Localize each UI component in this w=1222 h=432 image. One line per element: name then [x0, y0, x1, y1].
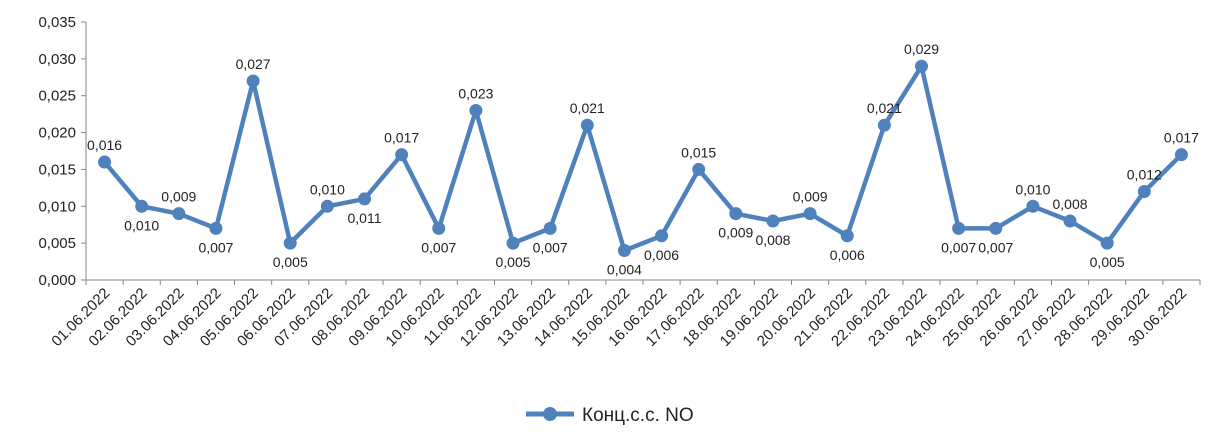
- data-point: [98, 155, 112, 169]
- data-point: [358, 192, 371, 206]
- data-label: 0,009: [718, 225, 753, 241]
- data-label: 0,009: [793, 189, 828, 205]
- data-point: [172, 207, 186, 221]
- data-label: 0,010: [124, 217, 159, 233]
- data-point: [246, 74, 260, 88]
- data-label: 0,005: [1090, 254, 1125, 270]
- series-no: [98, 59, 1188, 258]
- data-point: [915, 59, 928, 73]
- data-label: 0,009: [161, 189, 196, 205]
- data-point: [432, 221, 446, 235]
- data-label: 0,005: [273, 254, 308, 270]
- data-label: 0,023: [458, 85, 493, 101]
- data-label: 0,011: [348, 210, 382, 226]
- data-label: 0,015: [681, 144, 716, 160]
- data-point: [1026, 199, 1040, 213]
- series-line: [102, 63, 1183, 253]
- data-point: [1063, 214, 1077, 228]
- y-tick-label: 0,000: [38, 272, 76, 289]
- legend-marker: [543, 407, 557, 421]
- data-point: [395, 148, 409, 162]
- data-point: [766, 214, 780, 228]
- data-label: 0,007: [941, 239, 976, 255]
- data-point: [320, 199, 334, 213]
- data-point: [803, 207, 817, 221]
- data-point: [840, 229, 854, 243]
- y-tick-label: 0,015: [38, 161, 76, 178]
- data-label: 0,010: [1015, 181, 1050, 197]
- data-label: 0,007: [533, 239, 568, 255]
- data-label: 0,004: [607, 262, 642, 278]
- data-label: 0,008: [1053, 196, 1088, 212]
- data-label: 0,007: [421, 239, 456, 255]
- data-labels: 0,0160,0100,0090,0070,0270,0050,0100,011…: [87, 41, 1199, 277]
- data-label: 0,007: [198, 239, 233, 255]
- y-axis: 0,000 0,005 0,010 0,015 0,020 0,025 0,030 0,035: [38, 14, 87, 289]
- y-tick-label: 0,020: [38, 125, 76, 142]
- y-tick-label: 0,005: [38, 235, 76, 252]
- data-label: 0,005: [496, 254, 531, 270]
- data-point: [952, 221, 966, 235]
- data-point: [469, 103, 483, 117]
- data-label: 0,006: [644, 247, 679, 263]
- y-tick-label: 0,025: [38, 88, 76, 105]
- data-label: 0,027: [236, 56, 271, 72]
- data-point: [655, 229, 669, 243]
- y-tick-label: 0,035: [38, 14, 76, 31]
- data-label: 0,029: [904, 41, 939, 57]
- data-label: 0,008: [755, 232, 790, 248]
- data-label: 0,021: [570, 100, 605, 116]
- data-label: 0,010: [310, 181, 345, 197]
- data-point: [283, 236, 297, 250]
- x-axis: 01.06.202202.06.202203.06.202204.06.2022…: [48, 279, 1201, 350]
- data-label: 0,007: [978, 239, 1013, 255]
- data-label: 0,017: [384, 130, 419, 146]
- data-point: [989, 221, 1003, 235]
- data-point: [209, 221, 223, 235]
- data-label: 0,006: [830, 247, 865, 263]
- data-point: [1174, 148, 1188, 162]
- data-point: [580, 118, 594, 132]
- data-point: [1137, 185, 1151, 199]
- data-label: 0,012: [1127, 167, 1162, 183]
- data-point: [135, 199, 149, 213]
- data-point: [543, 221, 557, 235]
- data-label: 0,021: [867, 100, 902, 116]
- data-point: [1100, 236, 1114, 250]
- legend: Конц.с.с. NO: [526, 405, 694, 426]
- data-point: [617, 244, 631, 258]
- legend-label: Конц.с.с. NO: [582, 405, 694, 426]
- data-point: [729, 207, 743, 221]
- data-label: 0,016: [87, 137, 122, 153]
- data-point: [506, 236, 520, 250]
- data-point: [692, 162, 706, 176]
- data-label: 0,017: [1164, 130, 1199, 146]
- y-tick-label: 0,010: [38, 198, 76, 215]
- y-tick-label: 0,030: [38, 51, 76, 68]
- data-point: [877, 118, 891, 132]
